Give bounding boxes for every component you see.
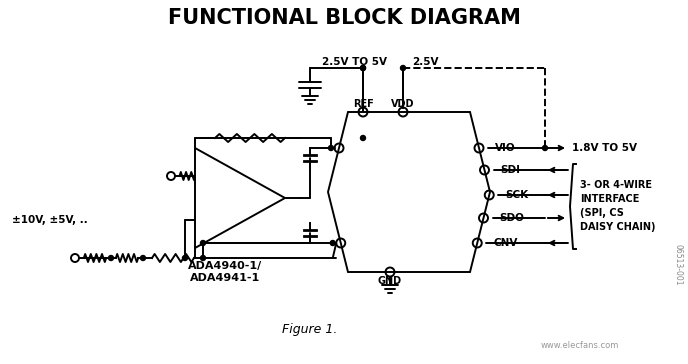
Text: 06513-001: 06513-001 — [674, 244, 682, 286]
Text: IN+: IN+ — [355, 143, 375, 153]
Circle shape — [328, 146, 334, 150]
Text: FUNCTIONAL BLOCK DIAGRAM: FUNCTIONAL BLOCK DIAGRAM — [168, 8, 520, 28]
Circle shape — [200, 256, 206, 261]
Text: GND: GND — [378, 276, 402, 286]
Text: SDO: SDO — [499, 213, 524, 223]
Text: 2.5V: 2.5V — [411, 57, 438, 67]
Text: (SPI, CS: (SPI, CS — [580, 207, 624, 218]
Text: VDD: VDD — [391, 99, 415, 109]
Text: DAISY CHAIN): DAISY CHAIN) — [580, 222, 656, 232]
Circle shape — [182, 256, 188, 261]
Circle shape — [400, 66, 405, 71]
Text: -: - — [207, 213, 213, 228]
Circle shape — [361, 135, 365, 141]
Text: 1.8V TO 5V: 1.8V TO 5V — [572, 143, 637, 153]
Circle shape — [361, 66, 365, 71]
Text: VIO: VIO — [495, 143, 515, 153]
Circle shape — [109, 256, 114, 261]
Text: AD7982: AD7982 — [371, 186, 449, 204]
Text: SCK: SCK — [505, 190, 528, 200]
Text: 3- OR 4-WIRE: 3- OR 4-WIRE — [580, 179, 652, 190]
Circle shape — [361, 66, 365, 71]
Text: ADA4940-1/: ADA4940-1/ — [188, 261, 262, 271]
Text: REF: REF — [353, 99, 374, 109]
Text: 2.5V TO 5V: 2.5V TO 5V — [323, 57, 387, 67]
Text: Figure 1.: Figure 1. — [282, 324, 338, 336]
Text: IN-: IN- — [357, 238, 372, 248]
Circle shape — [543, 146, 548, 150]
Polygon shape — [328, 112, 490, 272]
Text: CNV: CNV — [493, 238, 517, 248]
Circle shape — [330, 241, 335, 245]
Text: ±10V, ±5V, ..: ±10V, ±5V, .. — [12, 215, 88, 225]
Text: ADA4941-1: ADA4941-1 — [190, 273, 260, 283]
Text: INTERFACE: INTERFACE — [580, 194, 639, 203]
Text: www.elecfans.com: www.elecfans.com — [541, 340, 619, 349]
Text: SDI: SDI — [500, 165, 521, 175]
Circle shape — [140, 256, 145, 261]
Polygon shape — [195, 148, 285, 248]
Circle shape — [200, 241, 206, 245]
Text: +: + — [205, 170, 215, 182]
